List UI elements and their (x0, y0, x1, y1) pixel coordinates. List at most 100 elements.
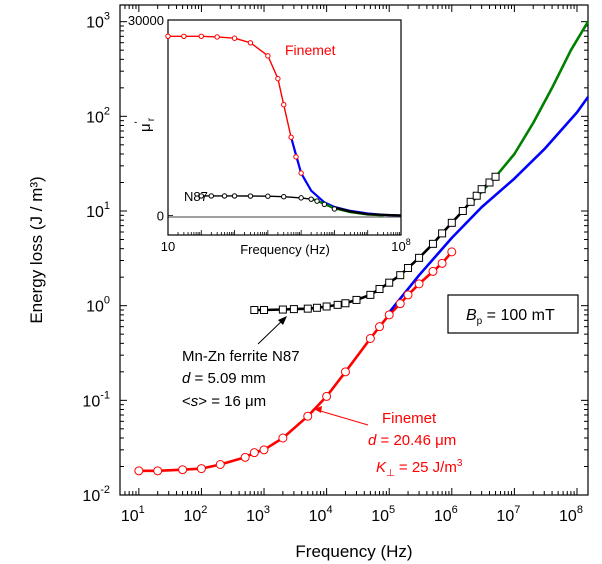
inset-circle-point (331, 206, 338, 212)
main-square-point (396, 271, 405, 280)
inset-circle-point (221, 193, 228, 199)
n87-label-line1: Mn-Zn ferrite N87 (182, 348, 300, 365)
main-circle-point (153, 466, 163, 476)
main-square-point (472, 191, 481, 200)
finemet-label-anisotropy: K⊥ = 25 J/m3 (376, 458, 463, 479)
inset-series-group (165, 33, 402, 217)
n87-label-thickness: d = 5.09 mm (182, 370, 266, 387)
main-square-point (289, 305, 298, 314)
main-circle-point (240, 452, 250, 462)
finemet-label-line1: Finemet (382, 410, 437, 427)
main-circle-point (249, 448, 259, 458)
inset-x-tick-label: 10 (161, 239, 175, 254)
main-circle-point (428, 266, 438, 276)
main-circle-point (303, 411, 313, 421)
main-square-point (491, 172, 500, 181)
main-square-point (415, 253, 424, 262)
main-square-point (333, 300, 342, 309)
inset-circle-point (247, 193, 254, 199)
inset-circle-point (288, 134, 294, 140)
main-square-point (485, 178, 494, 187)
main-square-point (428, 239, 437, 248)
main-x-tick-label: 104 (309, 504, 333, 525)
inset-y-axis-label: μ'r (133, 117, 157, 132)
main-x-tick-label: 105 (371, 504, 395, 525)
main-square-point (312, 303, 321, 312)
main-y-tick-label: 103 (86, 11, 110, 32)
main-y-tick-label: 10-1 (82, 389, 110, 410)
inset-circle-point (231, 35, 238, 41)
main-square-point (366, 290, 375, 299)
main-square-point (375, 284, 384, 293)
inset-circle-point (281, 193, 287, 200)
main-square-point (278, 305, 287, 314)
main-plot-frame (119, 4, 589, 496)
main-circle-point (278, 433, 288, 443)
n87-label-grain: <s> = 16 μm (182, 393, 266, 410)
main-square-point (466, 197, 475, 206)
inset-n87-label: N87 (184, 189, 208, 204)
inset-axis-ticks: 10 108 0 30000 (128, 13, 411, 254)
main-circle-point (196, 464, 206, 474)
n87-arrowhead (278, 316, 287, 325)
inset-circle-point (214, 34, 220, 40)
main-circle-point (384, 310, 394, 320)
main-square-point (404, 263, 413, 272)
main-square-point (458, 207, 467, 216)
main-square-point (438, 229, 447, 238)
main-circle-point (178, 465, 188, 475)
main-circle-point (447, 247, 457, 257)
inset-circle-point (198, 33, 204, 39)
main-y-tick-label: 102 (86, 105, 110, 126)
main-square-point (352, 295, 361, 304)
inset-x-axis-label: Frequency (Hz) (240, 242, 330, 257)
main-x-tick-label: 107 (496, 504, 520, 525)
inset-circle-point (308, 196, 314, 202)
n87-annotation: Mn-Zn ferrite N87 d = 5.09 mm <s> = 16 μ… (182, 316, 300, 410)
inset-y-tick-label: 0 (157, 208, 164, 223)
inset-circle-point (298, 195, 304, 201)
finemet-pointer-arrow (316, 409, 369, 426)
inset-circle-point (281, 101, 287, 108)
permeability-inset: 10 108 0 30000 Frequency (Hz) μ'r Finemet N… (128, 13, 411, 257)
main-x-tick-label: 102 (183, 504, 207, 525)
main-square-point (322, 302, 331, 311)
main-square-point (477, 185, 486, 194)
main-circle-point (403, 290, 413, 300)
main-line-fit-n87 (469, 21, 590, 205)
main-circle-point (375, 322, 385, 332)
inset-circle-point (231, 193, 238, 199)
main-x-tick-label: 103 (246, 504, 270, 525)
inset-circle-point (265, 193, 271, 199)
main-circle-point (215, 459, 225, 469)
inset-circle-point (275, 75, 281, 82)
main-x-tick-label: 101 (121, 504, 145, 525)
inset-circle-point (293, 154, 299, 160)
main-square-point (260, 305, 269, 314)
main-circle-point (414, 279, 424, 289)
main-y-tick-label: 100 (86, 295, 110, 316)
main-circle-point (437, 258, 447, 268)
main-circle-point (259, 445, 269, 455)
inset-circle-point (265, 53, 271, 59)
finemet-annotation: Finemet d = 20.46 μm K⊥ = 25 J/m3 (314, 406, 463, 479)
main-square-point (341, 299, 350, 308)
main-square-point (250, 305, 259, 314)
main-axis-ticks: 101 102 103 104 105 106 107 10810-210-110010110… (82, 5, 588, 525)
inset-circle-point (314, 198, 320, 204)
main-x-axis-label: Frequency (Hz) (295, 542, 412, 561)
finemet-arrowhead (314, 406, 322, 413)
bp-box-frame (447, 294, 579, 334)
bp-box-label: Bp = 100 mT (466, 307, 555, 327)
main-circle-point (340, 367, 350, 377)
inset-finemet-label: Finemet (285, 42, 336, 58)
inset-y-tick-label: 30000 (128, 13, 164, 28)
inset-circle-point (165, 33, 171, 39)
main-circle-point (365, 333, 375, 343)
inset-circle-point (321, 201, 328, 208)
main-x-tick-label: 106 (434, 504, 458, 525)
main-circle-point (395, 299, 405, 309)
main-y-tick-label: 101 (86, 200, 110, 221)
main-square-point (303, 304, 312, 313)
